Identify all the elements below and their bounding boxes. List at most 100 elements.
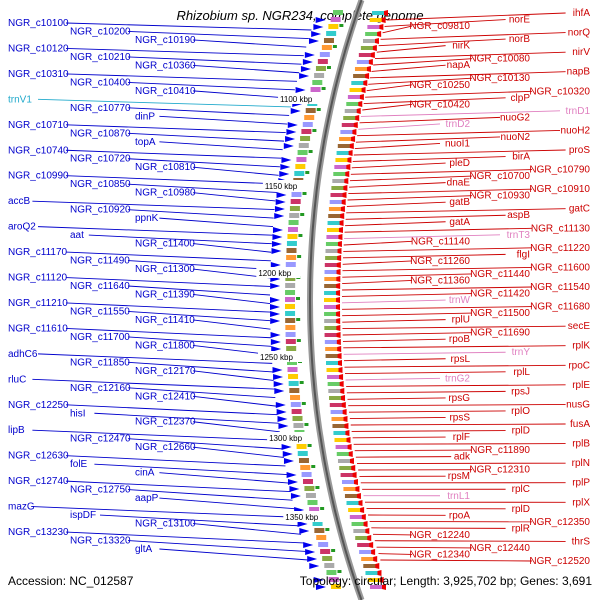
category-mark [286, 241, 297, 246]
right-gene-label: trnW [449, 295, 471, 306]
rna-mark [296, 339, 301, 342]
right-gene-label: norB [509, 34, 530, 45]
right-gene-label: rpsS [449, 412, 470, 423]
category-mark [304, 486, 315, 491]
category-mark [304, 115, 315, 120]
left-connector [192, 243, 272, 253]
category-mark [287, 367, 298, 372]
left-connector [127, 336, 272, 347]
category-mark [341, 480, 354, 484]
forward-gene-mark [283, 458, 294, 464]
forward-gene-mark [297, 521, 308, 527]
left-connector [37, 226, 273, 236]
left-connector [127, 361, 273, 373]
category-mark [286, 248, 297, 253]
left-gene-label: NGR_c10710 [8, 120, 69, 131]
right-gene-label: NGR_c10130 [469, 73, 530, 84]
right-gene-label: NGR_c11680 [530, 302, 590, 313]
left-connector [65, 327, 271, 339]
rna-mark [308, 150, 313, 153]
category-mark [325, 249, 338, 253]
left-gene-label: NGR_c12370 [135, 417, 196, 428]
forward-gene-mark [299, 528, 310, 534]
category-mark [288, 374, 299, 379]
forward-gene-mark [289, 486, 300, 492]
category-mark [305, 108, 316, 113]
category-mark [329, 200, 342, 204]
right-connector [346, 208, 566, 214]
left-connector [65, 251, 271, 262]
right-gene-label: nusG [566, 399, 590, 410]
right-connector [343, 240, 413, 246]
rna-mark [298, 234, 303, 237]
left-gene-label: NGR_c12630 [8, 451, 69, 462]
right-gene-label: flgI [517, 249, 530, 260]
category-mark [328, 389, 341, 393]
left-gene-label: NGR_c12740 [8, 476, 69, 487]
left-gene-label: NGR_c10360 [135, 60, 196, 71]
category-mark [348, 508, 361, 512]
forward-gene-mark [271, 241, 282, 247]
left-gene-label: NGR_c10310 [8, 69, 69, 80]
right-gene-label: rplL [513, 367, 530, 378]
right-gene-label: rplP [572, 478, 590, 489]
right-gene-label: rplD [512, 504, 530, 515]
forward-gene-mark [277, 416, 288, 422]
category-mark [326, 228, 339, 232]
category-mark [353, 529, 366, 533]
right-connector [345, 377, 441, 381]
rna-mark [297, 255, 302, 258]
forward-gene-mark [315, 584, 326, 590]
left-gene-label: NGR_c12750 [70, 485, 131, 496]
category-mark [332, 424, 345, 428]
category-mark [327, 382, 340, 386]
category-mark [340, 130, 353, 134]
right-gene-label: rpsM [448, 471, 470, 482]
right-gene-label: rplU [452, 315, 470, 326]
category-mark [285, 283, 296, 288]
right-connector [346, 390, 506, 394]
right-gene-label: rpoB [449, 334, 470, 345]
rna-mark [331, 549, 336, 552]
category-mark [324, 291, 337, 295]
category-mark [285, 325, 296, 330]
left-gene-label: NGR_c10810 [135, 162, 196, 173]
category-mark [309, 507, 320, 512]
left-connector [65, 175, 278, 185]
category-mark [365, 32, 378, 36]
category-mark [355, 536, 368, 540]
category-mark [349, 88, 362, 92]
rna-mark [299, 381, 304, 384]
category-mark [329, 396, 342, 400]
right-connector [341, 299, 446, 304]
category-mark [301, 129, 312, 134]
rna-mark [302, 192, 307, 195]
right-gene-label: NGR_c11690 [470, 328, 530, 339]
left-connector [65, 302, 271, 313]
right-gene-label: rplR [512, 523, 530, 534]
right-gene-label: NGR_c10790 [529, 165, 590, 176]
right-gene-label: NGR_c11420 [470, 289, 530, 300]
left-gene-label: NGR_c11850 [70, 357, 130, 368]
accession-label: Accession: NC_012587 [8, 574, 134, 588]
scale-label-bg [258, 351, 303, 362]
right-connector [351, 430, 506, 432]
right-connector [343, 351, 506, 355]
forward-gene-mark [270, 339, 281, 345]
category-mark [360, 46, 373, 50]
scale-label-bg [262, 180, 307, 191]
category-mark [337, 144, 350, 148]
category-mark [297, 451, 308, 456]
category-mark [329, 403, 342, 407]
right-connector [371, 527, 506, 529]
right-connector [376, 45, 446, 53]
right-connector [376, 546, 473, 549]
right-connector [343, 345, 566, 349]
category-mark [324, 284, 337, 288]
category-mark [296, 444, 307, 449]
left-gene-label: NGR_c11410 [135, 315, 195, 326]
left-gene-label: NGR_c10870 [70, 128, 131, 139]
right-gene-label: NGR_c12520 [529, 556, 590, 567]
forward-gene-mark [276, 409, 287, 415]
left-connector [65, 480, 291, 493]
